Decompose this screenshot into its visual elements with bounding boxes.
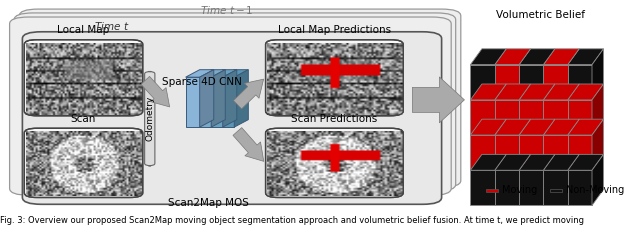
Polygon shape bbox=[486, 189, 498, 192]
Polygon shape bbox=[495, 135, 519, 170]
Polygon shape bbox=[470, 100, 495, 135]
Polygon shape bbox=[543, 135, 568, 170]
Polygon shape bbox=[186, 70, 214, 77]
FancyBboxPatch shape bbox=[266, 128, 403, 197]
Polygon shape bbox=[543, 170, 568, 205]
Polygon shape bbox=[223, 70, 237, 127]
Polygon shape bbox=[211, 70, 225, 127]
Polygon shape bbox=[568, 170, 592, 205]
Text: Moving: Moving bbox=[502, 185, 537, 195]
Polygon shape bbox=[550, 189, 562, 192]
FancyBboxPatch shape bbox=[10, 17, 451, 195]
FancyBboxPatch shape bbox=[145, 72, 155, 166]
Polygon shape bbox=[543, 84, 579, 100]
Polygon shape bbox=[519, 65, 543, 100]
Polygon shape bbox=[470, 65, 495, 100]
FancyBboxPatch shape bbox=[19, 9, 461, 187]
Polygon shape bbox=[543, 100, 568, 135]
Polygon shape bbox=[568, 49, 604, 65]
Text: Scan2Map MOS: Scan2Map MOS bbox=[168, 198, 248, 208]
Polygon shape bbox=[470, 135, 495, 170]
Polygon shape bbox=[209, 70, 237, 77]
FancyBboxPatch shape bbox=[14, 13, 456, 191]
Polygon shape bbox=[568, 65, 592, 100]
Polygon shape bbox=[568, 100, 592, 135]
Text: Time $t$: Time $t$ bbox=[94, 20, 130, 32]
Text: Scan Predictions: Scan Predictions bbox=[291, 114, 378, 124]
FancyBboxPatch shape bbox=[266, 40, 403, 116]
Text: Local Map: Local Map bbox=[58, 25, 109, 35]
Polygon shape bbox=[209, 77, 223, 127]
Polygon shape bbox=[519, 100, 543, 135]
Text: Sparse 4D CNN: Sparse 4D CNN bbox=[162, 77, 241, 87]
Polygon shape bbox=[495, 154, 531, 170]
Polygon shape bbox=[592, 119, 604, 170]
Polygon shape bbox=[592, 84, 604, 135]
Polygon shape bbox=[234, 70, 248, 127]
Text: Odometry: Odometry bbox=[145, 95, 154, 141]
Polygon shape bbox=[200, 70, 214, 127]
Polygon shape bbox=[568, 119, 604, 135]
Polygon shape bbox=[495, 65, 519, 100]
Polygon shape bbox=[197, 70, 225, 77]
Polygon shape bbox=[495, 170, 519, 205]
FancyBboxPatch shape bbox=[24, 40, 143, 116]
Polygon shape bbox=[568, 84, 604, 100]
Polygon shape bbox=[470, 119, 506, 135]
Polygon shape bbox=[543, 119, 579, 135]
Polygon shape bbox=[220, 77, 234, 127]
Polygon shape bbox=[495, 100, 519, 135]
Polygon shape bbox=[470, 154, 506, 170]
Text: Scan: Scan bbox=[71, 114, 96, 124]
Polygon shape bbox=[495, 49, 531, 65]
Polygon shape bbox=[470, 170, 495, 205]
Text: Local Map Predictions: Local Map Predictions bbox=[278, 25, 391, 35]
FancyBboxPatch shape bbox=[22, 32, 442, 204]
Polygon shape bbox=[568, 135, 592, 170]
Polygon shape bbox=[519, 135, 543, 170]
Text: Non-Moving: Non-Moving bbox=[566, 185, 624, 195]
Polygon shape bbox=[519, 170, 543, 205]
FancyBboxPatch shape bbox=[24, 128, 143, 197]
Polygon shape bbox=[470, 49, 506, 65]
Polygon shape bbox=[186, 77, 200, 127]
Polygon shape bbox=[519, 84, 555, 100]
Polygon shape bbox=[197, 77, 211, 127]
Polygon shape bbox=[470, 84, 506, 100]
Text: Volumetric Belief: Volumetric Belief bbox=[496, 10, 586, 20]
Polygon shape bbox=[519, 49, 555, 65]
Text: Time $t-1$: Time $t-1$ bbox=[200, 4, 254, 16]
Polygon shape bbox=[519, 119, 555, 135]
Polygon shape bbox=[568, 154, 604, 170]
Polygon shape bbox=[519, 154, 555, 170]
Polygon shape bbox=[592, 49, 604, 100]
Polygon shape bbox=[592, 154, 604, 205]
Polygon shape bbox=[495, 119, 531, 135]
Polygon shape bbox=[220, 70, 248, 77]
Text: Fig. 3: Overview our proposed Scan2Map moving object segmentation approach and v: Fig. 3: Overview our proposed Scan2Map m… bbox=[0, 216, 584, 225]
Polygon shape bbox=[543, 65, 568, 100]
Polygon shape bbox=[543, 49, 579, 65]
Polygon shape bbox=[543, 154, 579, 170]
Polygon shape bbox=[495, 84, 531, 100]
